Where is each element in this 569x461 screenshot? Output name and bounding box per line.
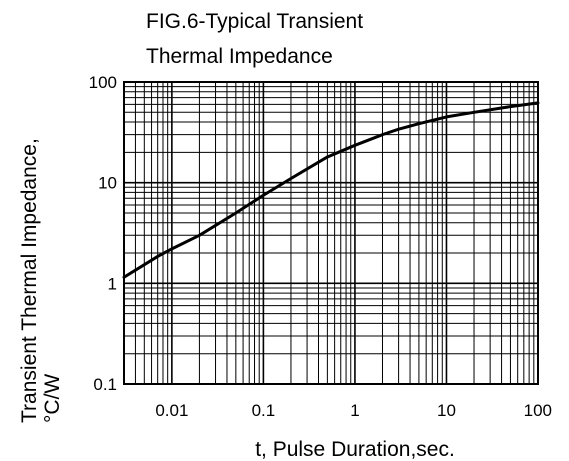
- x-tick-labels: 0.01 0.1 1 10 100: [155, 401, 552, 420]
- plot-area: [122, 81, 540, 385]
- grid-minor: [123, 82, 538, 384]
- chart-title: FIG.6-Typical Transient Thermal Impedanc…: [146, 10, 363, 68]
- x-tick-label: 1: [350, 401, 359, 420]
- y-axis-label: Transient Thermal Impedance, °C/W: [18, 138, 64, 423]
- y-tick-label: 10: [98, 174, 117, 193]
- chart-title-line-2: Thermal Impedance: [146, 45, 333, 68]
- grid-major: [124, 82, 538, 385]
- y-axis-label-line-1: Transient Thermal Impedance,: [18, 138, 41, 423]
- plot-frame: [123, 81, 539, 385]
- x-tick-label: 10: [437, 401, 456, 420]
- x-axis-label-text: t, Pulse Duration,sec.: [255, 438, 455, 461]
- series-group: [122, 101, 540, 279]
- y-tick-labels: 0.1 1 10 100: [89, 73, 117, 394]
- y-tick-label: 1: [108, 274, 117, 293]
- x-tick-label: 0.1: [252, 401, 276, 420]
- y-tick-label: 100: [89, 73, 117, 92]
- x-tick-label: 100: [524, 401, 552, 420]
- x-tick-label: 0.01: [155, 401, 188, 420]
- y-tick-label: 0.1: [93, 375, 117, 394]
- y-axis-label-line-2: °C/W: [41, 374, 64, 423]
- series-line-0: [122, 101, 540, 279]
- plot-background: [124, 82, 538, 384]
- x-axis-label: t, Pulse Duration,sec.: [255, 438, 455, 461]
- chart-title-line-1: FIG.6-Typical Transient: [146, 10, 363, 33]
